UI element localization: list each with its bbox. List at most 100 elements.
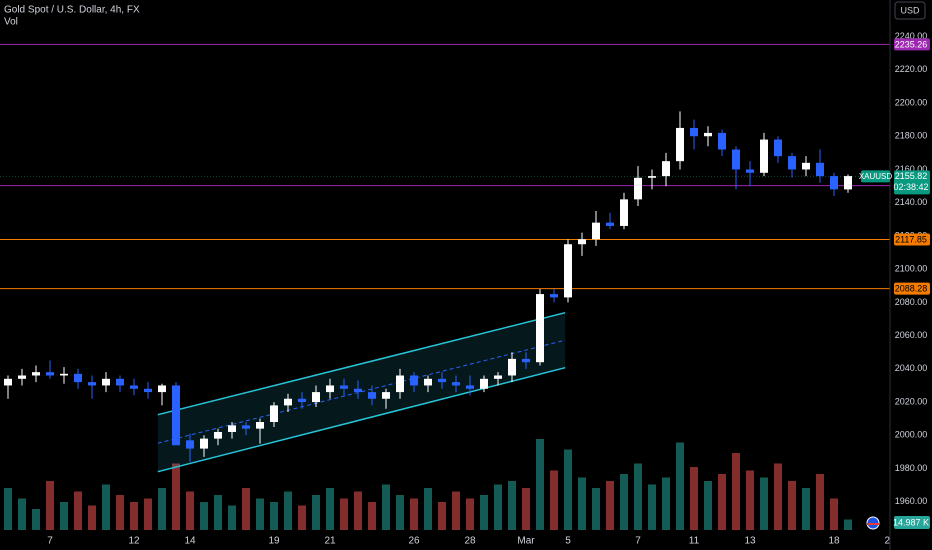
- candle-body: [816, 162, 824, 177]
- volume-tag: [894, 516, 930, 529]
- candle-body: [662, 161, 670, 177]
- volume-bar: [200, 502, 208, 530]
- candle-body: [74, 373, 82, 383]
- y-tick-label: 2180.00: [895, 131, 928, 141]
- volume-bar: [508, 481, 516, 530]
- candle-body: [746, 169, 754, 173]
- y-tick-label: 2100.00: [895, 264, 928, 274]
- candle-body: [242, 425, 250, 429]
- volume-bar: [410, 498, 418, 530]
- candle-body: [60, 373, 68, 376]
- candle-body: [480, 378, 488, 389]
- volume-bar: [228, 505, 236, 530]
- price-tag: [894, 233, 930, 246]
- channel-upper: [157, 311, 566, 416]
- candle-body: [116, 378, 124, 386]
- candle-body: [270, 405, 278, 423]
- candle-body: [690, 127, 698, 137]
- volume-bar: [130, 502, 138, 530]
- candle-body: [256, 422, 264, 429]
- y-tick-label: 2200.00: [895, 97, 928, 107]
- candle-body: [438, 378, 446, 383]
- candle-body: [158, 385, 166, 393]
- volume-bar: [326, 488, 334, 530]
- x-tick-label: 18: [828, 536, 840, 547]
- volume-bar: [676, 442, 684, 530]
- volume-bar: [732, 453, 740, 530]
- volume-bar: [788, 481, 796, 530]
- volume-bar: [494, 484, 502, 530]
- candle-body: [214, 431, 222, 439]
- volume-bar: [102, 484, 110, 530]
- y-tick-label: 2020.00: [895, 396, 928, 406]
- candle-body: [522, 358, 530, 363]
- x-tick-label: 12: [128, 536, 140, 547]
- candle-body: [200, 438, 208, 449]
- x-tick-label: 7: [47, 536, 53, 547]
- volume-bar: [242, 488, 250, 530]
- current-price-label: 2155.82: [895, 171, 928, 181]
- volume-bar: [312, 495, 320, 530]
- price-tag: [894, 38, 930, 51]
- chart-title: Gold Spot / U.S. Dollar, 4h, FX: [4, 5, 140, 16]
- volume-bar: [746, 470, 754, 530]
- candle-body: [228, 425, 236, 432]
- x-tick-label: 13: [744, 536, 756, 547]
- candle-body: [452, 382, 460, 386]
- volume-bar: [32, 509, 40, 530]
- price-tag-label: 2235.26: [895, 39, 928, 49]
- flag-stripe: [867, 523, 879, 525]
- symbol-label: XAUUSD: [859, 172, 893, 181]
- volume-bar: [452, 491, 460, 530]
- volume-bar: [606, 481, 614, 530]
- price-axis-bg: [890, 0, 932, 550]
- volume-bar: [214, 495, 222, 530]
- volume-bar: [830, 498, 838, 530]
- candle-body: [732, 149, 740, 170]
- candle-body: [774, 139, 782, 157]
- candle-body: [382, 392, 390, 399]
- y-tick-label: 2000.00: [895, 430, 928, 440]
- x-tick-label: 21: [324, 536, 336, 547]
- candle-body: [130, 385, 138, 389]
- y-tick-label: 2240.00: [895, 31, 928, 41]
- x-tick-label: 19: [268, 536, 280, 547]
- candle-body: [704, 132, 712, 137]
- volume-bar: [116, 495, 124, 530]
- candle-body: [466, 385, 474, 389]
- volume-bar: [186, 491, 194, 530]
- volume-bar: [592, 488, 600, 530]
- candle-body: [648, 176, 656, 178]
- x-tick-label: 7: [635, 536, 641, 547]
- volume-bar: [480, 495, 488, 530]
- y-tick-label: 2040.00: [895, 363, 928, 373]
- y-tick-label: 2140.00: [895, 197, 928, 207]
- volume-bar: [144, 498, 152, 530]
- volume-bar: [662, 477, 670, 530]
- volume-bar: [844, 519, 852, 530]
- y-tick-label: 2160.00: [895, 164, 928, 174]
- y-tick-label: 1960.00: [895, 496, 928, 506]
- candle-body: [620, 199, 628, 226]
- symbol-tag: [861, 170, 890, 183]
- volume-bar: [298, 505, 306, 530]
- current-price-tag: [894, 170, 930, 195]
- volume-bar: [424, 488, 432, 530]
- candle-body: [634, 177, 642, 200]
- volume-bar: [382, 484, 390, 530]
- volume-bar: [396, 495, 404, 530]
- volume-bar: [354, 491, 362, 530]
- candle-body: [354, 388, 362, 393]
- volume-bar: [18, 498, 26, 530]
- candle-body: [312, 392, 320, 403]
- volume-bar: [466, 498, 474, 530]
- candle-body: [424, 378, 432, 386]
- volume-bar: [802, 488, 810, 530]
- candle-body: [592, 222, 600, 240]
- volume-bar: [88, 505, 96, 530]
- y-tick-label: 2220.00: [895, 64, 928, 74]
- x-tick-label: Mar: [517, 536, 535, 547]
- x-tick-label: 5: [565, 536, 571, 547]
- y-tick-label: 1980.00: [895, 463, 928, 473]
